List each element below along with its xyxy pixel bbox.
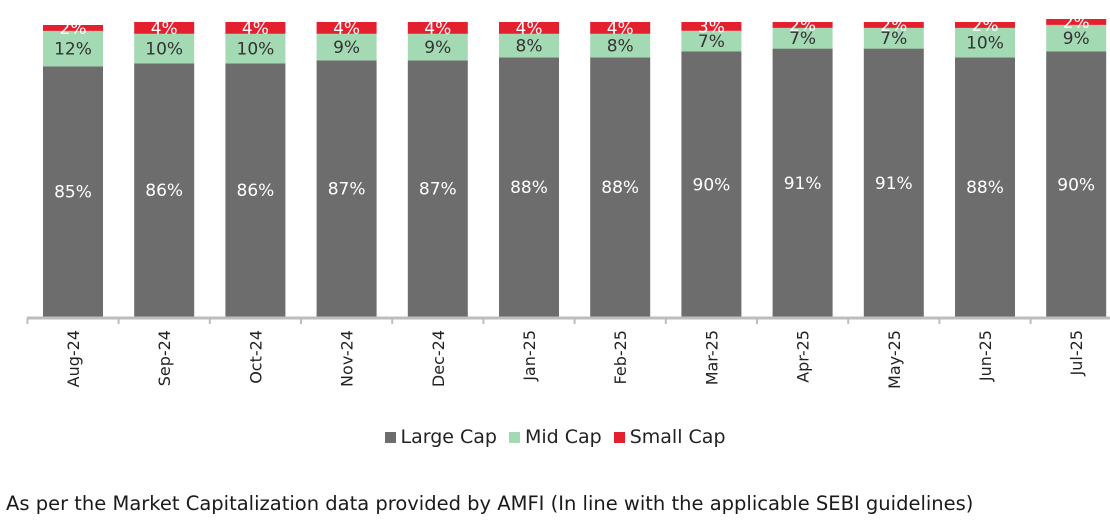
data-label-small-cap: 4% xyxy=(516,19,543,39)
data-label-mid-cap: 8% xyxy=(607,37,634,57)
bar-small-cap xyxy=(1046,19,1107,25)
bar-small-cap xyxy=(863,22,924,28)
data-label-large-cap: 87% xyxy=(328,180,366,200)
x-tick-label: Sep-24 xyxy=(155,330,174,386)
bar-large-cap xyxy=(43,66,103,318)
legend-label-mid-cap: Mid Cap xyxy=(524,426,602,448)
bar-small-cap xyxy=(772,22,833,28)
bar-mid-cap xyxy=(772,27,833,49)
data-label-large-cap: 90% xyxy=(693,175,731,195)
x-tick-label: Nov-24 xyxy=(338,330,357,387)
data-label-mid-cap: 7% xyxy=(880,29,907,49)
data-label-small-cap: 4% xyxy=(151,19,178,39)
bar-mid-cap xyxy=(134,33,195,64)
legend-item-mid-cap: Mid Cap xyxy=(508,426,602,448)
data-label-large-cap: 87% xyxy=(419,180,457,200)
bar-mid-cap xyxy=(955,27,1015,58)
x-tick-label: Aug-24 xyxy=(64,330,83,387)
x-tick-label: Jul-25 xyxy=(1067,330,1086,376)
legend-item-large-cap: Large Cap xyxy=(384,426,497,448)
data-label-small-cap: 2% xyxy=(1063,13,1090,33)
data-label-mid-cap: 10% xyxy=(237,40,275,60)
bar-large-cap xyxy=(407,60,468,318)
legend-item-small-cap: Small Cap xyxy=(613,426,726,448)
bar-large-cap xyxy=(681,51,742,317)
bar-small-cap xyxy=(225,22,286,34)
bar-small-cap xyxy=(955,22,1015,28)
legend-swatch-mid-cap xyxy=(508,431,520,443)
data-label-small-cap: 2% xyxy=(972,16,999,36)
bar-large-cap xyxy=(1046,51,1107,317)
stacked-bar-chart: 85%12%2%86%10%4%86%10%4%87%9%4%87%9%4%88… xyxy=(26,13,1110,389)
data-label-mid-cap: 10% xyxy=(145,40,183,60)
data-label-mid-cap: 10% xyxy=(966,34,1004,54)
bar-large-cap xyxy=(225,63,286,317)
bar-mid-cap xyxy=(316,33,377,61)
bar-mid-cap xyxy=(681,30,742,52)
bar-large-cap xyxy=(772,48,833,317)
bar-mid-cap xyxy=(863,27,924,49)
legend-label-small-cap: Small Cap xyxy=(629,426,726,448)
bar-mid-cap xyxy=(43,30,103,67)
bar-small-cap xyxy=(681,22,742,31)
data-label-mid-cap: 12% xyxy=(54,40,92,60)
bar-small-cap xyxy=(499,22,559,34)
data-label-mid-cap: 7% xyxy=(789,29,816,49)
data-label-small-cap: 2% xyxy=(60,19,87,39)
bar-mid-cap xyxy=(590,33,651,58)
data-label-large-cap: 88% xyxy=(966,178,1004,198)
bar-mid-cap xyxy=(225,33,286,64)
data-label-mid-cap: 9% xyxy=(424,38,451,58)
x-tick-label: Mar-25 xyxy=(702,330,721,385)
bar-large-cap xyxy=(499,57,559,318)
data-label-small-cap: 4% xyxy=(607,19,634,39)
data-label-small-cap: 4% xyxy=(333,19,360,39)
data-label-small-cap: 2% xyxy=(880,16,907,36)
bar-small-cap xyxy=(316,22,377,34)
data-label-large-cap: 86% xyxy=(145,181,183,201)
data-label-mid-cap: 8% xyxy=(516,37,543,57)
bar-small-cap xyxy=(134,22,195,34)
chart-legend: Large Cap Mid Cap Small Cap xyxy=(0,426,1110,448)
x-tick-label: Oct-24 xyxy=(246,330,265,384)
data-label-small-cap: 4% xyxy=(242,19,269,39)
bar-mid-cap xyxy=(1046,24,1107,52)
legend-swatch-large-cap xyxy=(384,431,396,443)
x-tick-label: Jun-25 xyxy=(976,330,995,382)
bar-large-cap xyxy=(955,57,1015,318)
bar-large-cap xyxy=(863,48,924,317)
bar-large-cap xyxy=(590,57,651,318)
x-tick-label: Apr-25 xyxy=(794,330,813,383)
data-label-large-cap: 88% xyxy=(601,178,639,198)
data-label-large-cap: 90% xyxy=(1057,175,1095,195)
bar-small-cap xyxy=(407,22,468,34)
bar-mid-cap xyxy=(499,33,559,58)
data-label-small-cap: 2% xyxy=(789,16,816,36)
x-tick-label: Dec-24 xyxy=(429,330,448,387)
data-label-large-cap: 91% xyxy=(875,174,913,194)
data-label-large-cap: 86% xyxy=(237,181,275,201)
data-label-mid-cap: 9% xyxy=(333,38,360,58)
bar-small-cap xyxy=(43,25,103,31)
data-label-large-cap: 85% xyxy=(54,183,92,203)
bar-large-cap xyxy=(134,63,195,317)
x-tick-label: May-25 xyxy=(885,330,904,389)
x-tick-label: Jan-25 xyxy=(520,330,539,382)
data-label-small-cap: 4% xyxy=(424,19,451,39)
data-label-large-cap: 91% xyxy=(784,174,822,194)
bar-small-cap xyxy=(590,22,651,34)
data-label-large-cap: 88% xyxy=(510,178,548,198)
data-label-mid-cap: 7% xyxy=(698,32,725,52)
legend-label-large-cap: Large Cap xyxy=(400,426,497,448)
footnote: As per the Market Capitalization data pr… xyxy=(6,492,974,515)
data-label-small-cap: 3% xyxy=(698,17,725,37)
data-label-mid-cap: 9% xyxy=(1063,29,1090,49)
bar-large-cap xyxy=(316,60,377,318)
x-tick-label: Feb-25 xyxy=(611,330,630,384)
legend-swatch-small-cap xyxy=(613,431,625,443)
bar-mid-cap xyxy=(407,33,468,61)
